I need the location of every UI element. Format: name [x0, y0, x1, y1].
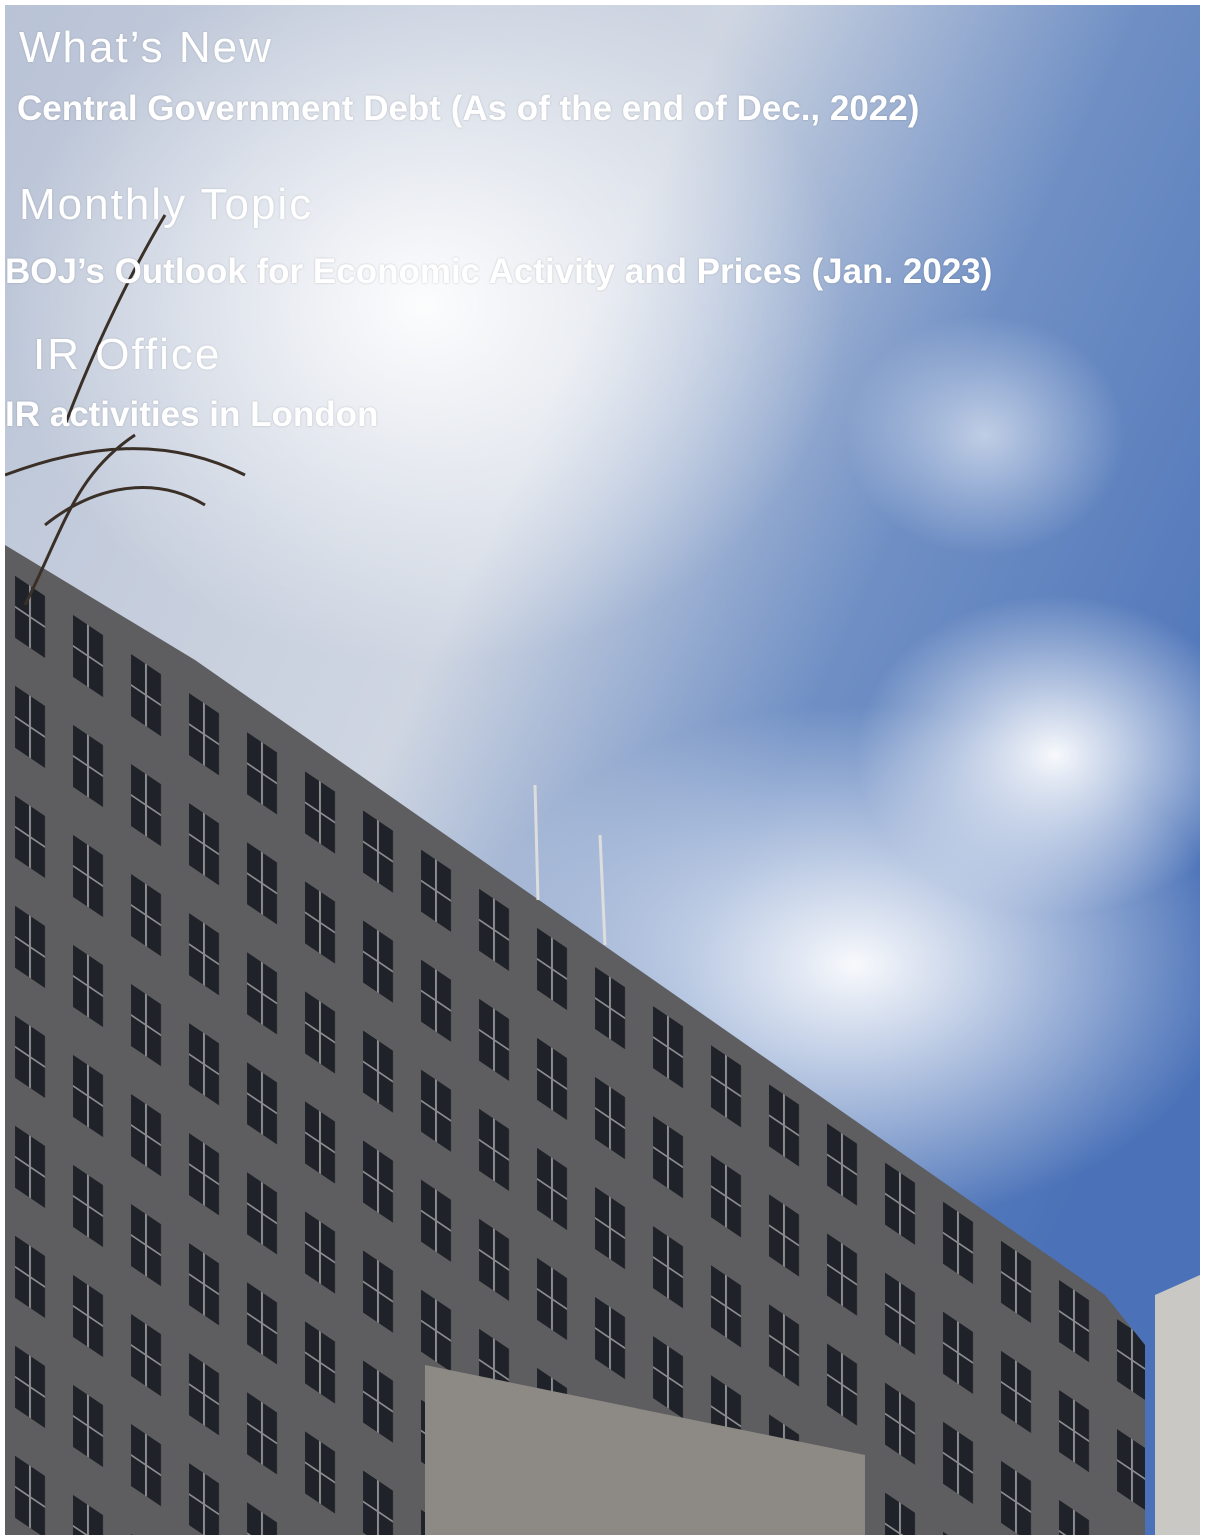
side-building	[1155, 1275, 1200, 1535]
section-heading: What’s New	[19, 23, 273, 73]
section-heading: Monthly Topic	[19, 180, 313, 230]
section-item[interactable]: IR activities in London	[5, 395, 378, 435]
cover: What’s New Central Government Debt (As o…	[5, 5, 1200, 1535]
page: What’s New Central Government Debt (As o…	[0, 0, 1205, 1540]
section-heading: IR Office	[33, 330, 221, 380]
cloud	[845, 315, 1125, 555]
cover-photo	[5, 5, 1200, 1535]
section-item[interactable]: BOJ’s Outlook for Economic Activity and …	[5, 252, 992, 292]
section-item[interactable]: Central Government Debt (As of the end o…	[17, 89, 919, 129]
